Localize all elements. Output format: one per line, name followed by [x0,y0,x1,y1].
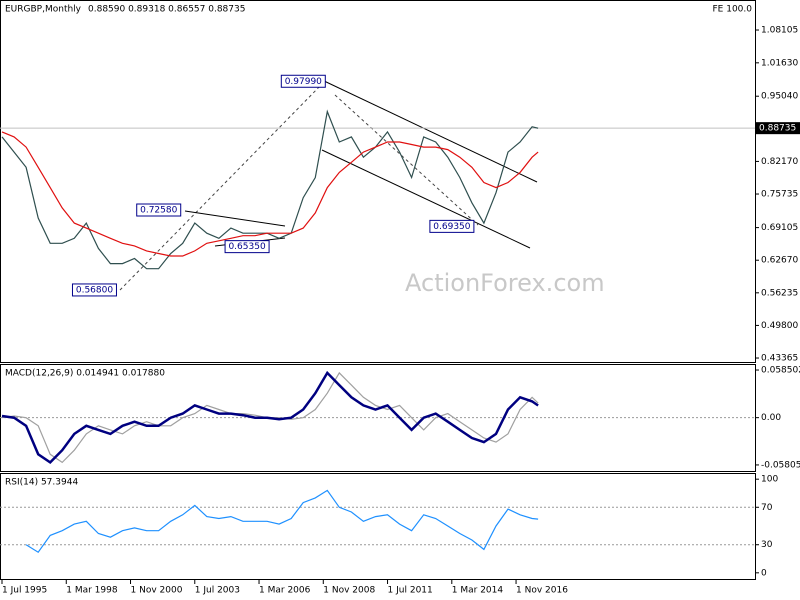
y-tick-label: 0.69105 [761,223,798,233]
annotation-label: 0.65350 [228,242,265,252]
y-tick-label: 0.43365 [761,354,798,364]
y-tick-label: 0.058502 [761,366,800,376]
y-tick-label: 0.75735 [761,190,798,200]
series-line [1,370,539,465]
chart-title: EURGBP,Monthly [5,5,82,15]
y-tick-label: 0.62670 [761,256,798,266]
x-tick-label: 1 Jul 2003 [195,586,240,596]
rsi-panel [0,473,756,580]
annotation-box [71,283,117,297]
x-tick-label: 1 Jul 2011 [388,586,433,596]
rsi-title: RSI(14) 57.3944 [5,478,78,488]
annotation-box [429,219,475,233]
series-line [1,131,539,257]
last-price-box [756,122,800,135]
x-tick-label: 1 Nov 2016 [516,586,568,596]
x-tick-label: 1 Jul 1995 [2,586,47,596]
annotation-label: 0.56800 [76,285,113,295]
y-tick-label: 100 [761,475,778,485]
annotation-box [136,203,182,217]
last-price-label: 0.88735 [759,124,796,134]
x-tick-label: 1 Nov 2008 [323,586,375,596]
y-tick-label: -0.058054 [761,460,800,470]
annotation-label: 0.69350 [433,222,470,232]
watermark: ActionForex.com [405,269,605,297]
x-tick-label: 1 Mar 1998 [66,586,118,596]
dashed-projection [334,94,479,226]
chart-subtitle: 0.88590 0.89318 0.86557 0.88735 [88,5,245,15]
annotation-box [224,240,270,254]
trend-lines [119,79,538,291]
annotation-box [280,74,326,88]
corner-label: FE 100.0 [713,5,753,15]
x-tick-label: 1 Mar 2006 [259,586,311,596]
series-line [25,489,539,554]
y-tick-label: 1.08105 [761,26,798,36]
dashed-projection [119,81,325,291]
y-tick-label: 0.95040 [761,92,798,102]
triangle-upper [184,210,286,227]
y-tick-label: 0.56235 [761,288,798,298]
series-line [1,109,539,270]
y-tick-label: 1.01630 [761,58,798,68]
annotation-label: 0.97990 [285,77,322,87]
y-tick-label: 0 [761,568,767,578]
x-tick-label: 1 Mar 2014 [452,586,504,596]
y-tick-label: 0.49800 [761,321,798,331]
channel-upper [321,79,538,183]
annotation-label: 0.72580 [140,206,177,216]
x-tick-label: 1 Nov 2000 [131,586,183,596]
y-tick-label: 0.00 [761,413,781,423]
y-tick-label: 30 [761,540,773,550]
channel-lower [321,149,531,249]
y-tick-label: 70 [761,503,773,513]
price-panel [0,0,756,363]
y-tick-label: 0.82170 [761,157,798,167]
macd-title: MACD(12,26,9) 0.014941 0.017880 [5,369,165,379]
